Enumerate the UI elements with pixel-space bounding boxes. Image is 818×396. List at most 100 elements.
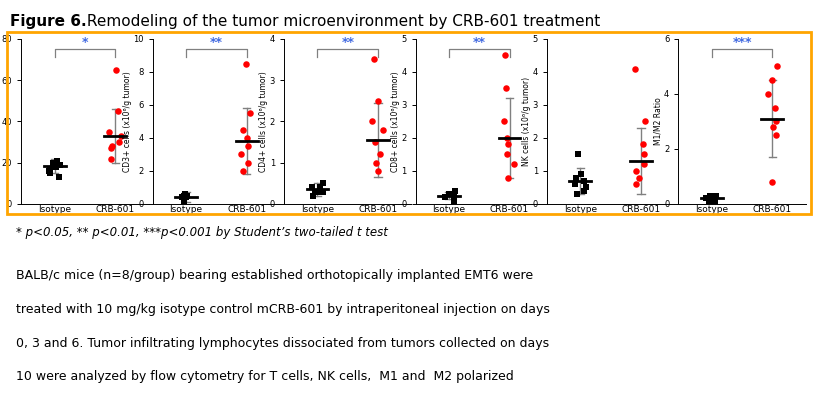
Point	[501, 135, 514, 141]
Point	[569, 174, 582, 181]
Point	[313, 184, 326, 190]
Y-axis label: CD3+ cells (x10⁶/g tumor): CD3+ cells (x10⁶/g tumor)	[123, 71, 132, 172]
Point	[703, 198, 716, 204]
Y-axis label: CD4+ cells (x10⁶/g tumor): CD4+ cells (x10⁶/g tumor)	[259, 71, 268, 172]
Y-axis label: CD8+ cells (x10⁶/g tumor): CD8+ cells (x10⁶/g tumor)	[391, 71, 400, 172]
Text: ***: ***	[732, 36, 752, 49]
Point	[44, 166, 57, 172]
Point	[637, 141, 650, 148]
Text: **: **	[210, 36, 222, 49]
Point	[53, 162, 66, 168]
Point	[308, 188, 321, 195]
Point	[372, 168, 385, 174]
Point	[180, 194, 193, 200]
Point	[52, 174, 65, 180]
Point	[448, 188, 461, 194]
Point	[703, 195, 717, 202]
Point	[106, 143, 119, 149]
Point	[317, 188, 330, 195]
Text: Figure 6.: Figure 6.	[10, 14, 87, 29]
Point	[240, 135, 254, 141]
Point	[507, 161, 520, 168]
Point	[236, 126, 249, 133]
Point	[762, 91, 775, 97]
Point	[571, 151, 584, 158]
Text: **: **	[473, 36, 486, 49]
Point	[103, 129, 116, 135]
Point	[376, 126, 389, 133]
Point	[570, 191, 583, 197]
Point	[369, 139, 382, 145]
Point	[244, 110, 257, 116]
Point	[175, 194, 188, 200]
Point	[371, 97, 384, 104]
Text: *: *	[82, 36, 88, 49]
Point	[499, 85, 512, 91]
Point	[374, 151, 387, 158]
Point	[110, 67, 123, 73]
Text: BALB/c mice (n=8/group) bearing established orthotopically implanted EMT6 were: BALB/c mice (n=8/group) bearing establis…	[16, 269, 533, 282]
Point	[498, 52, 511, 59]
Point	[766, 124, 780, 130]
Point	[632, 174, 645, 181]
Point	[769, 118, 782, 124]
Point	[367, 56, 380, 63]
Point	[574, 171, 587, 177]
Point	[580, 184, 593, 190]
Point	[240, 61, 253, 67]
Point	[438, 194, 452, 200]
Text: * p<0.05, ** p<0.01, ***p<0.001 by Student’s two-tailed t test: * p<0.05, ** p<0.01, ***p<0.001 by Stude…	[16, 226, 389, 239]
Point	[177, 196, 190, 202]
Point	[181, 192, 194, 199]
Point	[49, 164, 62, 170]
Point	[366, 118, 379, 124]
Point	[369, 160, 382, 166]
Point	[241, 160, 254, 166]
Point	[707, 198, 720, 204]
Point	[443, 191, 456, 197]
Point	[708, 198, 721, 204]
Point	[44, 170, 57, 176]
Point	[637, 151, 650, 158]
Point	[501, 174, 515, 181]
Text: 10 were analyzed by flow cytometry for T cells, NK cells,  M1 and  M2 polarized: 10 were analyzed by flow cytometry for T…	[16, 370, 514, 383]
Point	[447, 194, 461, 200]
Point	[497, 118, 510, 124]
Point	[630, 181, 643, 187]
Point	[709, 192, 722, 199]
Point	[105, 155, 118, 162]
Point	[771, 63, 784, 69]
Point	[569, 181, 582, 187]
Point	[443, 191, 456, 197]
Point	[578, 178, 591, 184]
Text: 0, 3 and 6. Tumor infiltrating lymphocytes dissociated from tumors collected on : 0, 3 and 6. Tumor infiltrating lymphocyt…	[16, 337, 550, 350]
Point	[111, 108, 124, 114]
Point	[241, 143, 254, 149]
Point	[577, 188, 590, 194]
Point	[178, 192, 191, 199]
Point	[447, 194, 461, 200]
Text: Remodeling of the tumor microenvironment by CRB-601 treatment: Remodeling of the tumor microenvironment…	[82, 14, 600, 29]
Point	[310, 188, 323, 195]
Point	[501, 151, 514, 158]
Point	[317, 180, 330, 187]
Text: **: **	[341, 36, 354, 49]
Point	[105, 145, 118, 151]
Point	[315, 188, 328, 195]
Point	[47, 160, 60, 166]
Point	[638, 161, 651, 168]
Point	[638, 118, 651, 124]
Point	[447, 198, 461, 204]
Point	[501, 141, 515, 148]
Point	[628, 65, 641, 72]
Point	[113, 139, 126, 145]
Point	[768, 105, 781, 111]
Point	[769, 132, 782, 138]
Text: treated with 10 mg/kg isotype control mCRB-601 by intraperitoneal injection on d: treated with 10 mg/kg isotype control mC…	[16, 303, 551, 316]
Point	[236, 168, 249, 174]
Point	[629, 168, 642, 174]
Point	[177, 196, 190, 202]
Point	[115, 133, 128, 139]
Point	[178, 198, 191, 204]
Y-axis label: NK cells (x10⁶/g tumor): NK cells (x10⁶/g tumor)	[522, 77, 531, 166]
